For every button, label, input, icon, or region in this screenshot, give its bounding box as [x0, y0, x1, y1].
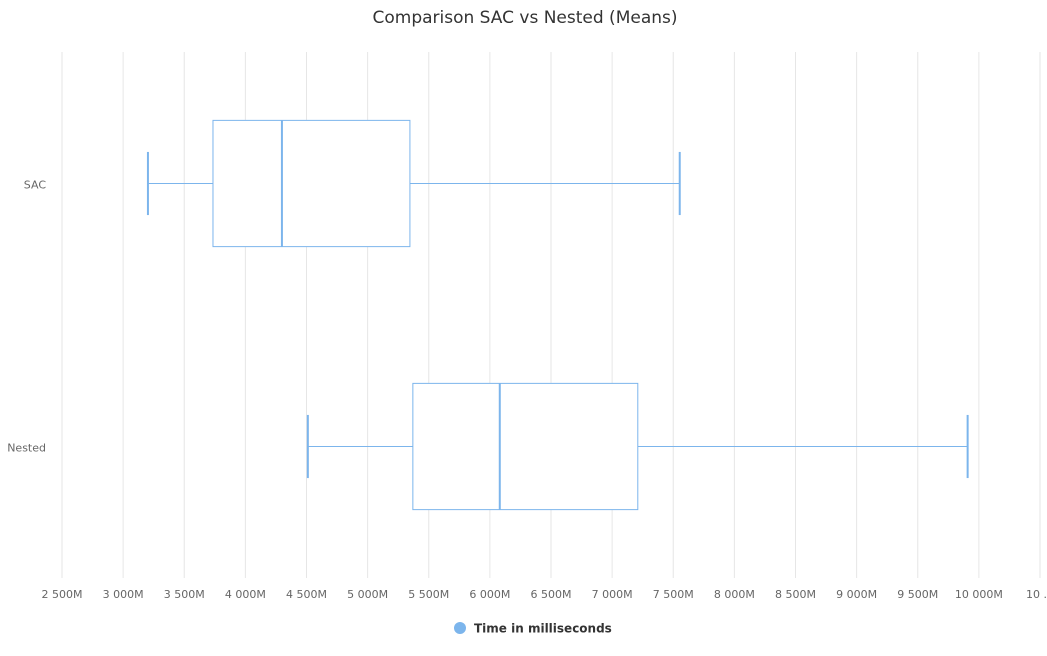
x-tick-label: 9 000M — [836, 588, 877, 601]
x-tick-label: 10 000M — [955, 588, 1003, 601]
x-tick-label: 4 500M — [286, 588, 327, 601]
x-tick-label: 6 500M — [531, 588, 572, 601]
x-tick-label: 5 500M — [408, 588, 449, 601]
x-tick-label: 4 000M — [225, 588, 266, 601]
x-tick-label: 8 000M — [714, 588, 755, 601]
x-tick-label: 2 500M — [42, 588, 83, 601]
x-tick-label: 7 000M — [592, 588, 633, 601]
x-tick-label: 3 000M — [103, 588, 144, 601]
legend-marker — [454, 622, 466, 634]
box — [412, 382, 639, 511]
box — [212, 119, 411, 248]
y-tick-label: Nested — [7, 442, 46, 455]
x-tick-label: 3 500M — [164, 588, 205, 601]
x-tick-label: 8 500M — [775, 588, 816, 601]
x-tick-label: 5 000M — [347, 588, 388, 601]
x-tick-label: 7 500M — [653, 588, 694, 601]
chart-title: Comparison SAC vs Nested (Means) — [372, 8, 677, 28]
x-tick-label: 10 ... — [1026, 588, 1047, 601]
x-tick-label: 6 000M — [469, 588, 510, 601]
legend-label: Time in milliseconds — [474, 622, 612, 636]
x-tick-label: 9 500M — [897, 588, 938, 601]
y-tick-label: SAC — [24, 179, 47, 192]
